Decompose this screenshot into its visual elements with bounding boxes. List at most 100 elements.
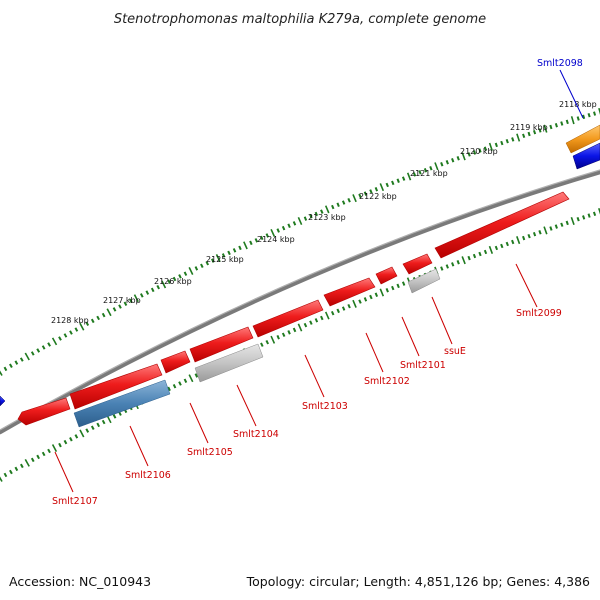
gene-label-Smlt2107[interactable]: Smlt2107 xyxy=(52,496,98,507)
scale-tick xyxy=(522,133,526,139)
scale-tick xyxy=(30,351,35,356)
accession-text: Accession: NC_010943 xyxy=(9,574,151,589)
scale-tick xyxy=(14,466,19,472)
gene-Smlt2106-arrow[interactable] xyxy=(160,350,191,374)
scale-tick xyxy=(363,297,368,302)
scale-tick xyxy=(456,260,460,265)
tick-label: 2125 kbp xyxy=(206,255,244,264)
scale-tick xyxy=(406,172,412,181)
Smlt2106-rna-box[interactable] xyxy=(73,379,171,428)
scale-tick xyxy=(183,271,188,276)
gene-Smlt2101-arrow[interactable] xyxy=(402,253,433,275)
scale-tick xyxy=(309,320,313,325)
gene-Smlt2104-arrow[interactable] xyxy=(252,299,324,338)
blue-feature[interactable] xyxy=(572,142,600,170)
scale-tick xyxy=(391,180,395,186)
scale-tick xyxy=(478,148,482,153)
gene-label-Smlt2101[interactable]: Smlt2101 xyxy=(400,360,446,371)
scale-tick xyxy=(200,263,204,269)
scale-tick xyxy=(69,437,73,442)
scale-tick xyxy=(297,216,303,226)
scale-tick xyxy=(331,204,335,210)
scale-tick xyxy=(24,352,30,361)
gene-Smlt2106b-arrow[interactable] xyxy=(69,363,163,410)
gene-label-Smlt2099[interactable]: Smlt2099 xyxy=(516,308,562,319)
scale-tick xyxy=(188,374,194,383)
scale-tick xyxy=(522,235,526,241)
scale-tick xyxy=(511,137,515,142)
scale-tick xyxy=(51,337,58,346)
gene-label-ssuE[interactable]: ssuE xyxy=(444,346,466,357)
scale-tick xyxy=(0,476,3,482)
tick-label: 2123 kbp xyxy=(308,213,346,222)
tick-label: 2128 kbp xyxy=(51,316,89,325)
gene-Smlt2107-arrow[interactable] xyxy=(17,397,71,426)
scale-tick xyxy=(30,457,35,463)
scale-tick xyxy=(58,442,62,448)
scale-tick xyxy=(36,454,40,460)
scale-tick xyxy=(106,415,112,424)
scale-tick xyxy=(488,245,494,254)
scale-tick xyxy=(320,209,324,214)
scale-tick xyxy=(118,304,122,309)
scale-tick xyxy=(90,318,95,324)
scale-tick xyxy=(488,142,493,151)
scale-tick xyxy=(505,138,509,144)
scale-tick xyxy=(238,245,242,251)
scale-tick xyxy=(516,236,521,245)
scale-tick xyxy=(412,172,417,177)
scale-tick xyxy=(560,121,564,126)
scale-tick xyxy=(434,162,439,171)
scale-tick xyxy=(303,322,308,328)
gene-Smlt2103-arrow[interactable] xyxy=(323,277,376,307)
scale-tick xyxy=(554,224,558,229)
genome-backbone-highlight xyxy=(0,169,600,431)
gene-label-Smlt2106[interactable]: Smlt2106 xyxy=(125,470,171,481)
gene-Smlt2099-arrow[interactable] xyxy=(434,191,570,259)
scale-tick xyxy=(472,150,477,155)
gene-label-Smlt2102[interactable]: Smlt2102 xyxy=(364,376,410,387)
ssuE-rna-box[interactable] xyxy=(407,268,441,294)
gene-label-Smlt2103[interactable]: Smlt2103 xyxy=(302,401,348,412)
scale-tick xyxy=(391,285,395,291)
scale-tick xyxy=(3,366,8,372)
scale-tick xyxy=(324,311,330,320)
scale-tick xyxy=(379,288,385,297)
scale-tick xyxy=(593,111,597,116)
scale-tick xyxy=(379,183,385,192)
left-blue-feature[interactable] xyxy=(0,395,6,407)
scale-tick xyxy=(483,146,488,151)
scale-tick xyxy=(565,220,569,226)
gene-label-Smlt2105[interactable]: Smlt2105 xyxy=(187,447,233,458)
scale-tick xyxy=(20,463,24,469)
gene-Smlt2105-arrow[interactable] xyxy=(189,326,254,363)
orange-feature[interactable] xyxy=(565,124,600,154)
Smlt2104-rna-box[interactable] xyxy=(194,343,264,383)
scale-tick xyxy=(358,299,362,304)
scale-tick xyxy=(41,345,46,350)
label-leaders xyxy=(54,69,584,493)
scale-tick xyxy=(249,240,253,246)
feature-track xyxy=(0,124,600,428)
tick-label: 2119 kbp xyxy=(510,123,548,132)
scale-tick xyxy=(260,342,264,347)
scale-tick xyxy=(96,422,100,428)
gene-label-Smlt2104[interactable]: Smlt2104 xyxy=(233,429,279,440)
scale-tick xyxy=(101,419,106,425)
scale-tick xyxy=(287,330,291,335)
scale-tick xyxy=(281,225,286,231)
scale-tick xyxy=(472,253,477,259)
scale-tick xyxy=(215,254,221,262)
gene-Smlt2102-arrow[interactable] xyxy=(375,266,398,285)
scale-tick xyxy=(341,306,346,311)
scale-tick xyxy=(401,176,406,181)
scale-tick xyxy=(112,307,117,312)
scale-tick xyxy=(47,448,51,454)
scale-tick xyxy=(3,472,8,478)
genome-summary-text: Topology: circular; Length: 4,851,126 bp… xyxy=(246,574,590,589)
scale-tick xyxy=(320,315,324,321)
gene-label-Smlt2098[interactable]: Smlt2098 xyxy=(537,58,583,69)
scale-tick xyxy=(74,434,79,439)
scale-tick xyxy=(47,342,51,347)
